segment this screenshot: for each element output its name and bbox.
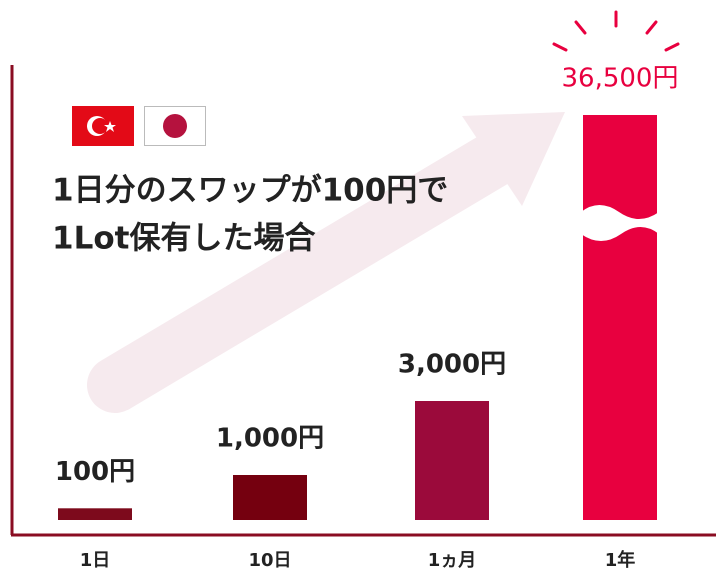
- x-tick-label: 10日: [248, 550, 291, 571]
- bar: [58, 508, 132, 520]
- sun: [163, 114, 187, 138]
- star: [104, 121, 116, 132]
- x-tick-label: 1ヵ月: [428, 550, 477, 571]
- value-label: 36,500円: [562, 64, 679, 94]
- x-tick-label: 1年: [605, 549, 636, 571]
- bar: [233, 475, 307, 520]
- turkey-flag: [72, 106, 134, 146]
- axis-break: [581, 205, 659, 241]
- bar: [583, 115, 657, 520]
- arrow-head: [462, 112, 565, 206]
- burst-line: [552, 42, 568, 52]
- title-line: 1Lot保有した場合: [52, 221, 315, 257]
- title-line: 1日分のスワップが100円で: [52, 173, 448, 209]
- arrow-shaft: [87, 122, 538, 413]
- value-label: 3,000円: [398, 350, 506, 380]
- crescent-inner: [92, 118, 108, 134]
- burst-line: [664, 42, 680, 52]
- value-label: 100円: [55, 457, 135, 487]
- japan-flag: [144, 106, 206, 146]
- burst-line: [645, 20, 658, 35]
- bar: [415, 401, 489, 520]
- burst: [552, 10, 680, 52]
- value-label: 1,000円: [216, 424, 324, 454]
- x-tick-label: 1日: [80, 550, 111, 571]
- trend-arrow: [87, 112, 565, 413]
- burst-line: [574, 20, 587, 35]
